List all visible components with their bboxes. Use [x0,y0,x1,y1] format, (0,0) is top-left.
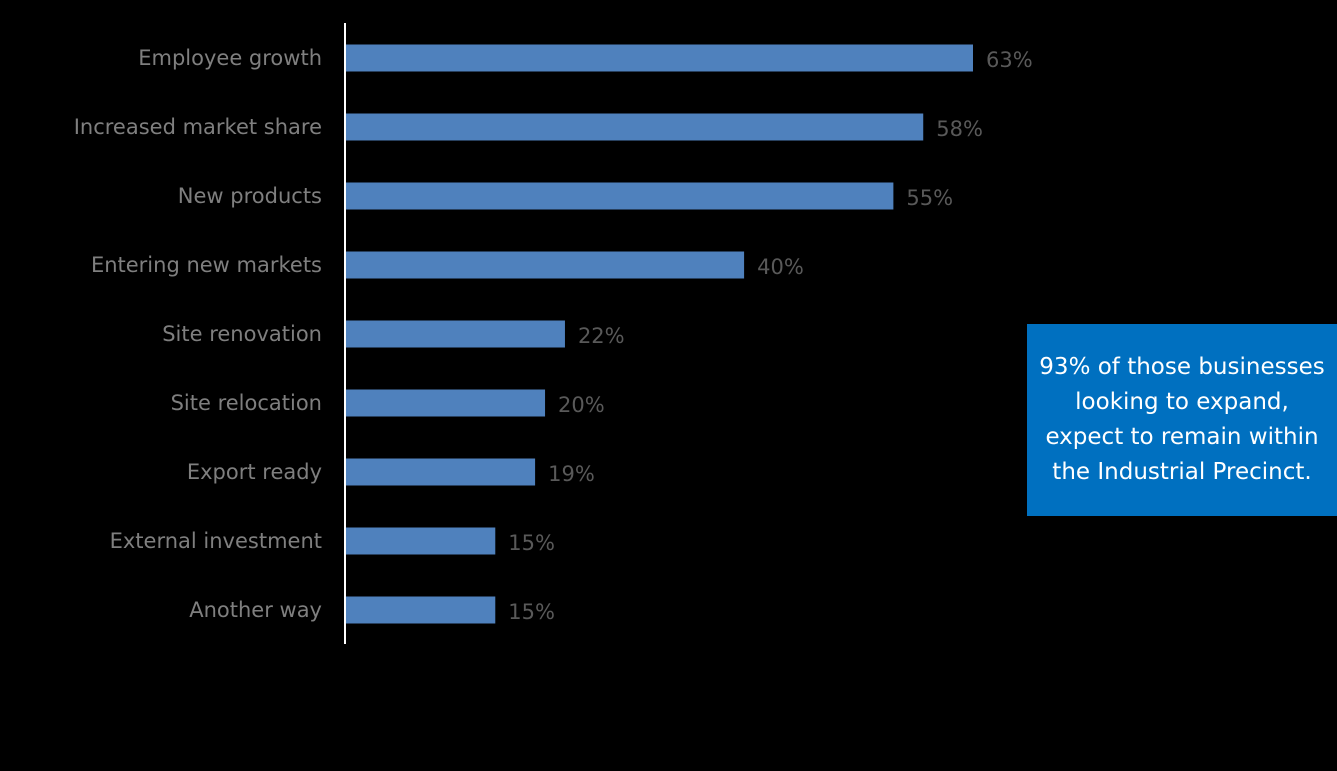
bar-another-way [346,596,496,624]
value-labels: 63% 58% 55% 40% 22% 20% 19% 15% 15% [508,48,1032,624]
category-label: Entering new markets [91,253,322,277]
callout-box: 93% of those businesses looking to expan… [1027,324,1337,516]
category-label: Employee growth [138,46,322,70]
value-label: 15% [508,531,555,555]
bar-site-relocation [346,389,546,417]
category-label: Site renovation [162,322,322,346]
category-label: External investment [110,529,322,553]
bar-entering-new-markets [346,251,745,279]
bar-external-investment [346,527,496,555]
category-label: Export ready [187,460,322,484]
bar-increased-market-share [346,113,924,141]
value-label: 55% [906,186,953,210]
category-labels: Employee growth Increased market share New… [74,46,322,622]
value-label: 15% [508,600,555,624]
callout-text: 93% of those businesses looking to expan… [1039,354,1325,485]
bar-employee-growth [346,44,973,72]
value-label: 19% [548,462,595,486]
value-label: 40% [757,255,804,279]
value-label: 63% [986,48,1033,72]
bars-group [346,44,973,624]
value-label: 20% [558,393,605,417]
bar-export-ready [346,458,536,486]
category-label: New products [178,184,322,208]
category-label: Increased market share [74,115,322,139]
bar-site-renovation [346,320,565,348]
category-label: Site relocation [171,391,322,415]
bar-new-products [346,182,894,210]
category-label: Another way [189,598,322,622]
value-label: 22% [578,324,625,348]
value-label: 58% [936,117,983,141]
